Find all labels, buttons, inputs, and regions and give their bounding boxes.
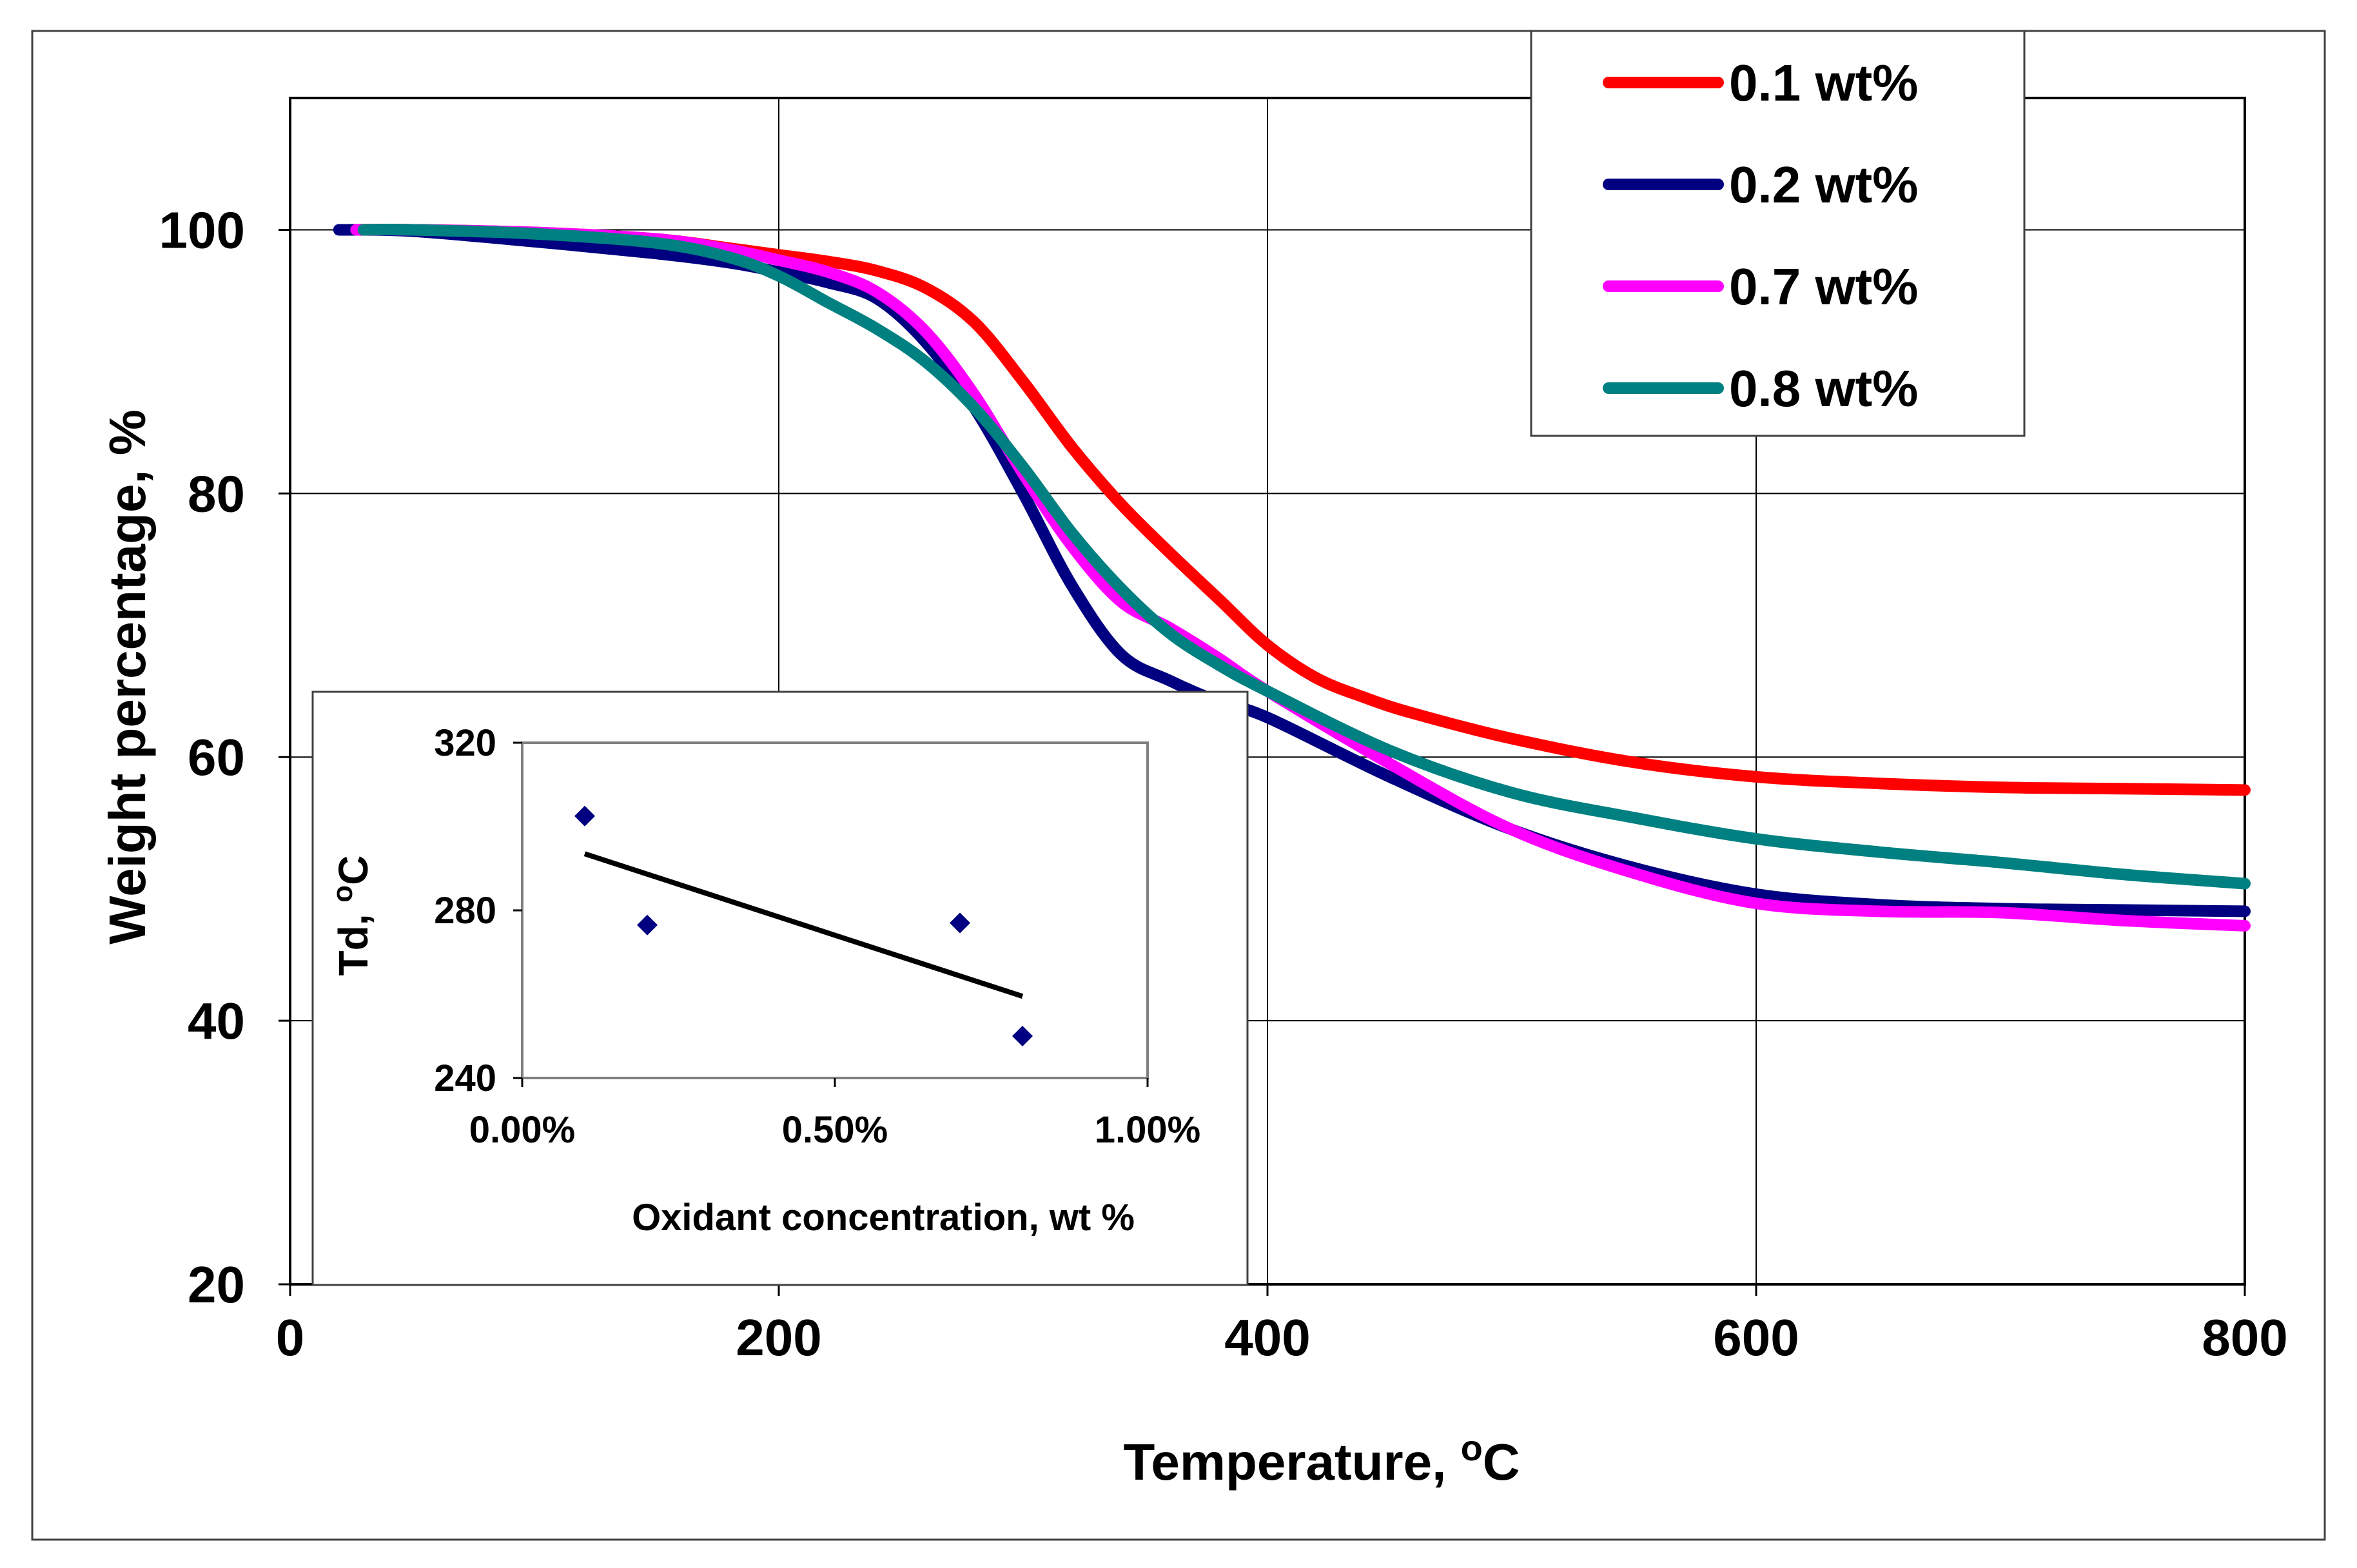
x-tick-label: 200 [736, 1309, 821, 1366]
main-y-axis-title: Weight percentage, % [99, 409, 156, 945]
inset-y-tick-label: 280 [434, 890, 496, 932]
legend-label: 0.2 wt% [1729, 156, 1918, 213]
legend-box [1530, 30, 2026, 437]
y-tick-label: 20 [188, 1256, 245, 1313]
inset-marks [574, 805, 1033, 1046]
legend-label: 0.7 wt% [1729, 258, 1918, 315]
scatter-point [637, 914, 658, 936]
inset-y-tick-label: 240 [434, 1057, 496, 1099]
x-tick-label: 400 [1224, 1309, 1310, 1366]
inset-x-tick-label: 0.00% [469, 1109, 575, 1151]
series-line-0-2-wt- [333, 224, 2251, 917]
main-series-lines [333, 223, 2251, 932]
legend: 0.1 wt% 0.2 wt% 0.7 wt% 0.8 wt% [1530, 30, 2026, 437]
x-tick-label: 600 [1713, 1309, 1799, 1366]
legend-label: 0.1 wt% [1729, 54, 1918, 112]
inset-x-axis-title: Oxidant concentration, wt % [632, 1197, 1135, 1239]
inset-chart: 0.00% 0.50% 1.00% 240 280 320 Oxidant concent… [311, 691, 1249, 1286]
main-ticks: 0 200 400 600 800 20 40 60 80 100 [159, 201, 2288, 1366]
legend-label: 0.8 wt% [1729, 360, 1918, 417]
inset-y-axis-title: Td, oC [327, 856, 377, 976]
series-line-0-7-wt- [350, 224, 2251, 932]
y-tick-label: 100 [159, 201, 245, 259]
inset-y-tick-label: 320 [434, 722, 496, 764]
y-tick-label: 80 [188, 465, 245, 522]
legend-items: 0.1 wt% 0.2 wt% 0.7 wt% 0.8 wt% [1603, 54, 1918, 417]
scatter-point [574, 805, 595, 827]
x-tick-label: 800 [2202, 1309, 2287, 1366]
scatter-point [1012, 1026, 1033, 1046]
main-x-axis-title: Temperature, oC [1123, 1427, 1520, 1491]
scatter-point [950, 912, 970, 934]
inset-x-tick-label: 1.00% [1095, 1109, 1200, 1151]
inset-x-tick-label: 0.50% [782, 1109, 888, 1151]
inset-ticks: 0.00% 0.50% 1.00% 240 280 320 [434, 722, 1200, 1151]
y-tick-label: 40 [188, 992, 245, 1050]
y-tick-label: 60 [188, 729, 245, 786]
inset-chart-area [311, 691, 1249, 1286]
x-tick-label: 0 [276, 1309, 305, 1366]
trendline [583, 851, 1024, 999]
series-line-0-8-wt- [357, 223, 2251, 890]
